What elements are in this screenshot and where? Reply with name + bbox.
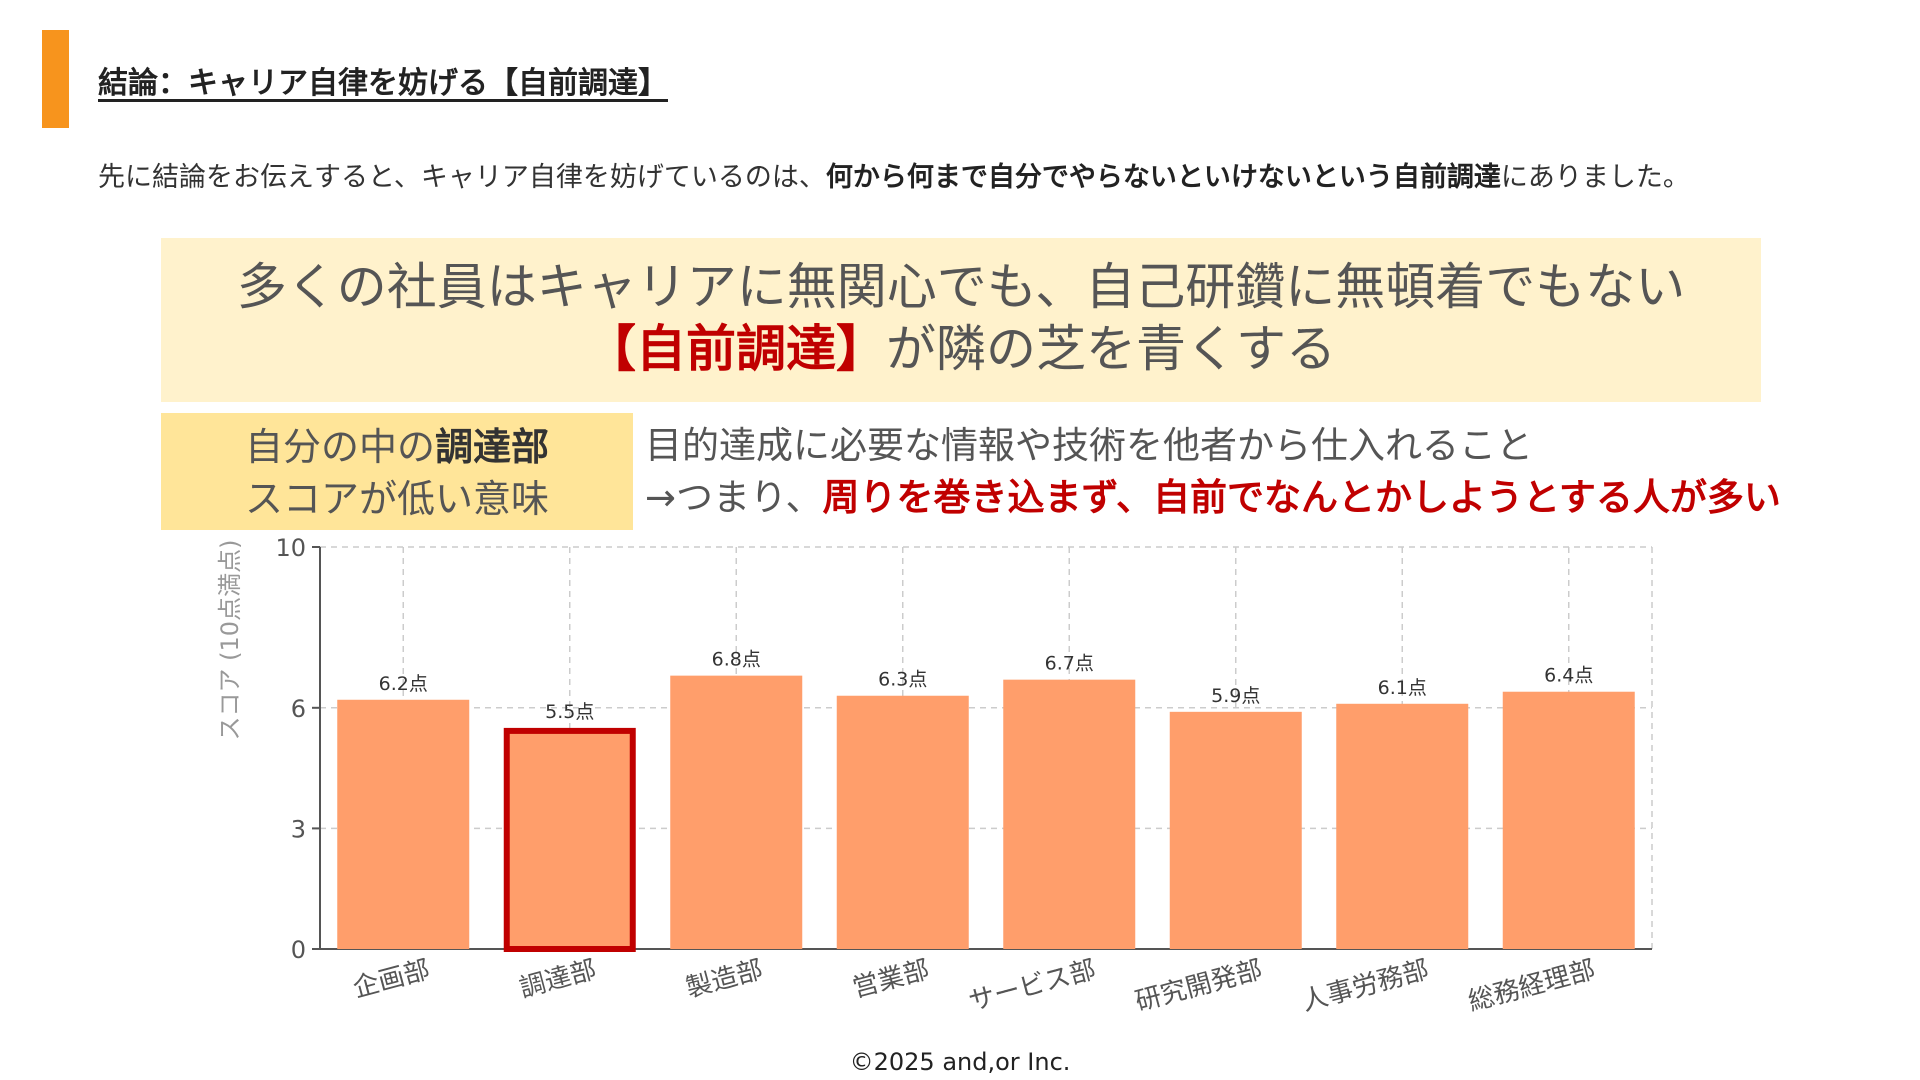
headline-line1: 多くの社員はキャリアに無関心でも、自己研鑽に無頓着でもない — [236, 258, 1686, 316]
bar-5 — [1003, 679, 1136, 949]
y-tick-label: 6 — [291, 695, 306, 723]
intro-text: 先に結論をお伝えすると、キャリア自律を妨げているのは、何から何まで自分でやらない… — [98, 155, 1690, 194]
title-accent-bar — [42, 30, 69, 128]
headline-line2: 【自前調達】が隣の芝を青くする — [161, 318, 1761, 380]
bar-2 — [503, 727, 636, 953]
bar-7 — [1336, 703, 1469, 949]
bar-8 — [1502, 691, 1635, 949]
explanation-line2: →つまり、周りを巻き込まず、自前でなんとかしようとする人が多い — [645, 472, 1781, 524]
y-tick-label: 10 — [275, 534, 306, 562]
bar-3 — [670, 675, 803, 949]
x-tick-label: サービス部 — [966, 955, 1099, 1018]
label-line2: スコアが低い意味 — [244, 477, 549, 521]
x-tick-label: 人事労務部 — [1299, 955, 1432, 1018]
bar-value-label: 6.1点 — [1378, 677, 1427, 699]
bar-4 — [836, 695, 969, 949]
label-box: 自分の中の調達部 スコアが低い意味 — [161, 413, 633, 530]
x-tick-label: 製造部 — [683, 955, 766, 1004]
x-tick-label: 営業部 — [849, 955, 932, 1004]
bar-value-label: 6.2点 — [379, 673, 428, 695]
headline-highlight: 【自前調達】 — [586, 320, 886, 378]
intro-text-part2: にありました。 — [1500, 162, 1690, 193]
label-line1-bold: 調達部 — [435, 425, 550, 469]
bar-6 — [1169, 711, 1302, 949]
explanation-line2-highlight: 周りを巻き込まず、自前でなんとかしようとする人が多い — [822, 476, 1781, 519]
intro-text-part1: 先に結論をお伝えすると、キャリア自律を妨げているのは、 — [98, 162, 826, 193]
bar-value-label: 6.7点 — [1045, 653, 1094, 675]
explanation-line2-plain: →つまり、 — [645, 476, 823, 519]
explanation-line1: 目的達成に必要な情報や技術を他者から仕入れること — [645, 424, 1533, 467]
slide-title: 結論：キャリア自律を妨げる【自前調達】 — [98, 66, 668, 101]
x-tick-label: 企画部 — [350, 955, 433, 1004]
intro-text-bold: 何から何まで自分でやらないといけないという自前調達 — [825, 162, 1501, 193]
headline-box: 多くの社員はキャリアに無関心でも、自己研鑽に無頓着でもない 【自前調達】が隣の芝… — [161, 238, 1761, 402]
x-tick-label: 調達部 — [516, 955, 599, 1004]
bar-value-label: 5.9点 — [1211, 685, 1260, 707]
label-line1-plain: 自分の中の — [244, 425, 435, 469]
bar-value-label: 6.3点 — [878, 669, 927, 691]
x-tick-label: 研究開発部 — [1132, 955, 1265, 1018]
y-axis-label: スコア (10点満点) — [216, 540, 244, 741]
bar-1 — [337, 699, 470, 949]
y-tick-label: 0 — [291, 936, 306, 964]
bar-value-label: 5.5点 — [545, 701, 594, 723]
headline-line2-rest: が隣の芝を青くする — [886, 320, 1336, 378]
x-tick-label: 総務経理部 — [1465, 955, 1598, 1018]
footer-copyright: ©2025 and,or Inc. — [849, 1048, 1071, 1076]
bar-value-label: 6.4点 — [1544, 665, 1593, 687]
bar-value-label: 6.8点 — [712, 649, 761, 671]
label-line1: 自分の中の調達部 — [161, 421, 633, 473]
y-tick-label: 3 — [291, 815, 306, 843]
explanation: 目的達成に必要な情報や技術を他者から仕入れること →つまり、周りを巻き込まず、自… — [645, 420, 1781, 524]
